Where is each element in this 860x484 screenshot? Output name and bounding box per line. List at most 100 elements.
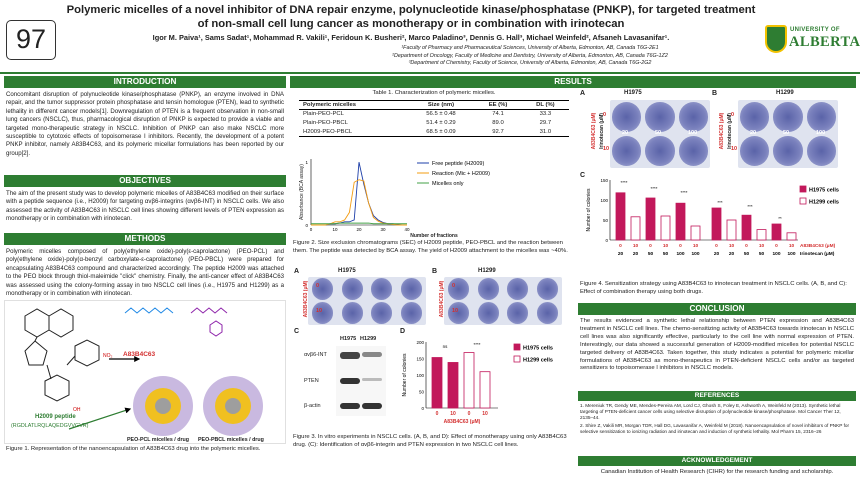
culture-well <box>448 278 470 300</box>
band <box>340 352 360 359</box>
intro-text: Concomitant disruption of polynucleotide… <box>6 91 284 157</box>
culture-well <box>477 302 499 324</box>
y-tick-label: 0 <box>605 238 608 243</box>
references-heading: REFERENCES <box>578 391 856 401</box>
figure-2: 0 10 20 30 40 0 1 Free peptide (H2009) Reaction … <box>293 155 575 241</box>
fig3-h1975-label: H1975 <box>338 268 356 274</box>
culture-well <box>400 278 422 300</box>
poster-title: Polymeric micelles of a novel inhibitor … <box>66 4 756 30</box>
table-row: Plain-PEO-PCL 56.5 ± 0.48 74.1 33.3 <box>299 110 569 119</box>
methods-text: Polymeric micelles composed of poly(ethy… <box>6 248 284 298</box>
plate-col-label: 50 <box>783 130 790 136</box>
figure-2-caption: Figure 2. Size exclusion chromatograms (… <box>293 240 568 254</box>
objectives-text: The aim of the present study was to deve… <box>6 190 284 223</box>
culture-well <box>773 136 803 166</box>
fig3-D-label: D <box>400 328 406 335</box>
svg-text:OH: OH <box>73 407 81 413</box>
fig4-ylabel-b: A83B4C63 (μM) <box>719 112 725 150</box>
table-1: Table 1. Characterization of polymeric m… <box>293 90 575 137</box>
blot-label-pten: PTEN <box>304 378 319 384</box>
table-row: Plain-PEO-PBCL 51.4 ± 0.29 89.0 29.7 <box>299 119 569 128</box>
series-line-2 <box>311 222 407 225</box>
fig1-pbcl-label: PEO-PBCL micelles / drug <box>198 437 264 443</box>
fig3-A-label: A <box>294 268 300 275</box>
plate-row-label: 10 <box>731 146 738 152</box>
x-tick-label: 0 <box>715 243 718 249</box>
blot-h1299: H1299 <box>360 336 377 342</box>
bar <box>431 357 443 409</box>
legend-entry: Free peptide (H2009) <box>432 161 484 167</box>
x-tick-label: 100 <box>787 251 795 257</box>
table-header: DL (%) <box>536 101 555 108</box>
plate-col-label: 20 <box>622 130 629 136</box>
culture-well <box>312 278 334 300</box>
bar <box>690 225 701 241</box>
band <box>340 378 360 384</box>
table-cell: 29.7 <box>539 120 552 127</box>
legend-swatch <box>799 197 807 205</box>
culture-well <box>645 102 675 132</box>
western-blot <box>336 346 386 416</box>
bar <box>771 223 782 241</box>
bar <box>741 214 752 241</box>
bar <box>660 215 671 241</box>
x-tick-label: 10 <box>332 227 338 232</box>
reference-1: 1. Mereniuk TR, Gendy ME, Mendes-Pereira… <box>580 403 841 420</box>
culture-well <box>507 278 529 300</box>
table-header: Size (nm) <box>427 101 455 108</box>
fig3-plate-h1299 <box>444 277 562 325</box>
blot-label-int: αvβ6-INT <box>304 352 327 358</box>
x-tick-label: 10 <box>663 243 669 249</box>
x-tick-label: 30 <box>380 227 386 232</box>
legend-entry: Micelles only <box>432 181 464 187</box>
legend-entry: H1299 cells <box>523 358 553 364</box>
x-tick-label: 10 <box>482 411 488 417</box>
fig3-dish-0-b: 0 <box>452 283 456 289</box>
x-tick-label: 50 <box>744 251 750 257</box>
x-tick-label: 0 <box>679 243 682 249</box>
sig-label: ns <box>443 344 449 349</box>
methods-heading: METHODS <box>4 233 286 245</box>
culture-well <box>477 278 499 300</box>
x-tick-label: 0 <box>310 227 313 232</box>
culture-well <box>341 278 363 300</box>
bar <box>726 219 737 241</box>
objectives-heading: OBJECTIVES <box>4 175 286 187</box>
fig4-h1299-label: H1299 <box>776 90 794 96</box>
blot-h1975: H1975 <box>340 336 357 342</box>
university-logo: UNIVERSITY OF ALBERTA <box>762 24 860 58</box>
polymer-pcl-icon <box>124 307 174 314</box>
x-tick-label: 0 <box>436 411 439 417</box>
drug-structure-icon <box>24 308 100 402</box>
series-line-1 <box>311 179 407 226</box>
reference-2: 2. Shire Z, Vakili MR, Morgan TDR, Hall … <box>580 423 850 434</box>
x-tick-label: 20 <box>618 251 624 257</box>
results-heading: RESULTS <box>290 76 856 88</box>
band <box>340 403 360 409</box>
fig3-B-label: B <box>432 268 438 275</box>
fig4-h1975-label: H1975 <box>624 90 642 96</box>
sig-label: **** <box>650 186 657 191</box>
poster-header <box>0 0 860 74</box>
y-tick-label: 100 <box>600 198 608 203</box>
x-axis-label: A83B4C63 (μM) <box>444 419 481 425</box>
bar <box>711 207 722 241</box>
culture-well <box>740 136 770 166</box>
y-axis-label: Number of colonies <box>586 188 592 232</box>
fig3-C-label: C <box>294 328 300 335</box>
table-header: Polymeric micelles <box>303 101 357 108</box>
legend-swatch <box>513 343 521 351</box>
fig4-A-label: A <box>580 90 586 97</box>
poster-authors: Igor M. Paiva¹, Sams Sadat¹, Mohammad R.… <box>152 33 670 42</box>
culture-well <box>341 302 363 324</box>
x-tick-label: 10 <box>693 243 699 249</box>
x-tick-label: 10 <box>789 243 795 249</box>
figure-1-caption: Figure 1. Representation of the nanoenca… <box>6 446 261 452</box>
sig-label: **** <box>620 180 627 185</box>
culture-well <box>612 136 642 166</box>
plate-col-label: 20 <box>750 130 757 136</box>
row1-label: A83B4C63 (μM) <box>800 243 836 249</box>
fig3-ylabel-b: A83B4C63 (μM) <box>439 280 445 318</box>
culture-well <box>678 102 708 132</box>
